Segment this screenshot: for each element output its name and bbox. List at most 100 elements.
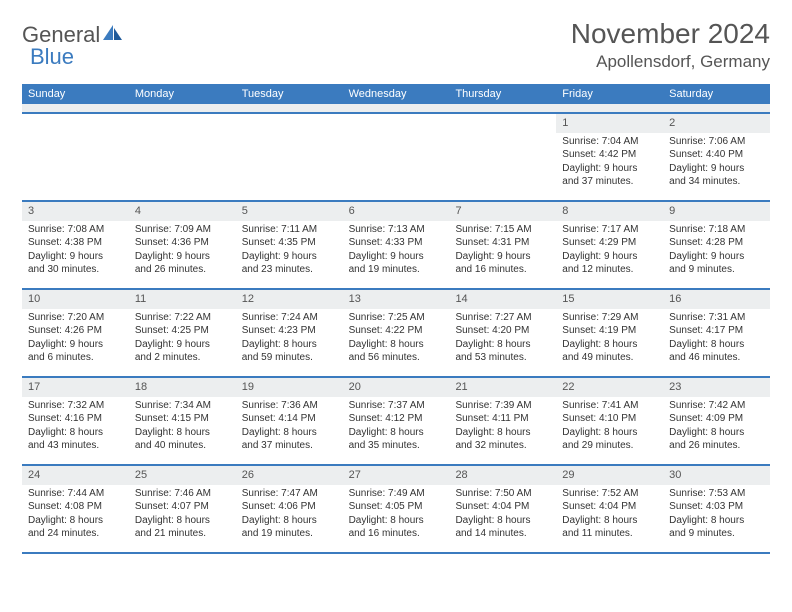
day-day2: and 46 minutes. [669, 351, 764, 365]
day-day2: and 12 minutes. [562, 263, 657, 277]
day-day1: Daylight: 9 hours [669, 162, 764, 176]
day-day2: and 16 minutes. [455, 263, 550, 277]
day-number: 5 [236, 202, 343, 221]
day-cell: 29Sunrise: 7:52 AMSunset: 4:04 PMDayligh… [556, 466, 663, 552]
day-sunrise: Sunrise: 7:06 AM [669, 135, 764, 149]
day-body: Sunrise: 7:37 AMSunset: 4:12 PMDaylight:… [343, 397, 450, 459]
day-sunset: Sunset: 4:20 PM [455, 324, 550, 338]
day-cell: 1Sunrise: 7:04 AMSunset: 4:42 PMDaylight… [556, 114, 663, 200]
day-body: Sunrise: 7:42 AMSunset: 4:09 PMDaylight:… [663, 397, 770, 459]
logo-text-blue-wrap: Blue [30, 44, 74, 70]
day-day2: and 9 minutes. [669, 527, 764, 541]
day-sunset: Sunset: 4:26 PM [28, 324, 123, 338]
day-body: Sunrise: 7:53 AMSunset: 4:03 PMDaylight:… [663, 485, 770, 547]
day-sunset: Sunset: 4:06 PM [242, 500, 337, 514]
day-body: Sunrise: 7:08 AMSunset: 4:38 PMDaylight:… [22, 221, 129, 283]
day-sunset: Sunset: 4:03 PM [669, 500, 764, 514]
day-day2: and 24 minutes. [28, 527, 123, 541]
empty-cell [236, 114, 343, 200]
day-sunset: Sunset: 4:04 PM [562, 500, 657, 514]
day-day2: and 26 minutes. [669, 439, 764, 453]
day-day1: Daylight: 8 hours [28, 426, 123, 440]
day-number: 20 [343, 378, 450, 397]
day-day1: Daylight: 8 hours [135, 426, 230, 440]
day-cell: 6Sunrise: 7:13 AMSunset: 4:33 PMDaylight… [343, 202, 450, 288]
day-cell: 4Sunrise: 7:09 AMSunset: 4:36 PMDaylight… [129, 202, 236, 288]
day-number: 7 [449, 202, 556, 221]
day-day1: Daylight: 8 hours [349, 514, 444, 528]
day-day2: and 40 minutes. [135, 439, 230, 453]
day-body: Sunrise: 7:47 AMSunset: 4:06 PMDaylight:… [236, 485, 343, 547]
day-number: 21 [449, 378, 556, 397]
day-day1: Daylight: 8 hours [562, 514, 657, 528]
dayname-monday: Monday [129, 84, 236, 104]
day-body: Sunrise: 7:27 AMSunset: 4:20 PMDaylight:… [449, 309, 556, 371]
week-row: 10Sunrise: 7:20 AMSunset: 4:26 PMDayligh… [22, 290, 770, 378]
day-cell: 14Sunrise: 7:27 AMSunset: 4:20 PMDayligh… [449, 290, 556, 376]
week-row: 1Sunrise: 7:04 AMSunset: 4:42 PMDaylight… [22, 114, 770, 202]
day-body: Sunrise: 7:32 AMSunset: 4:16 PMDaylight:… [22, 397, 129, 459]
day-number: 22 [556, 378, 663, 397]
day-body: Sunrise: 7:36 AMSunset: 4:14 PMDaylight:… [236, 397, 343, 459]
day-sunrise: Sunrise: 7:42 AM [669, 399, 764, 413]
day-day1: Daylight: 8 hours [242, 426, 337, 440]
day-day2: and 37 minutes. [562, 175, 657, 189]
day-number: 30 [663, 466, 770, 485]
location: Apollensdorf, Germany [571, 52, 770, 72]
day-day1: Daylight: 8 hours [562, 426, 657, 440]
day-day2: and 43 minutes. [28, 439, 123, 453]
day-cell: 19Sunrise: 7:36 AMSunset: 4:14 PMDayligh… [236, 378, 343, 464]
day-body: Sunrise: 7:50 AMSunset: 4:04 PMDaylight:… [449, 485, 556, 547]
day-day1: Daylight: 9 hours [28, 250, 123, 264]
day-day1: Daylight: 8 hours [349, 338, 444, 352]
day-cell: 26Sunrise: 7:47 AMSunset: 4:06 PMDayligh… [236, 466, 343, 552]
day-sunset: Sunset: 4:16 PM [28, 412, 123, 426]
day-day2: and 37 minutes. [242, 439, 337, 453]
day-cell: 17Sunrise: 7:32 AMSunset: 4:16 PMDayligh… [22, 378, 129, 464]
day-day2: and 23 minutes. [242, 263, 337, 277]
day-cell: 13Sunrise: 7:25 AMSunset: 4:22 PMDayligh… [343, 290, 450, 376]
day-body: Sunrise: 7:17 AMSunset: 4:29 PMDaylight:… [556, 221, 663, 283]
day-day2: and 34 minutes. [669, 175, 764, 189]
day-cell: 27Sunrise: 7:49 AMSunset: 4:05 PMDayligh… [343, 466, 450, 552]
logo-text-blue: Blue [30, 44, 74, 69]
empty-cell [22, 114, 129, 200]
day-cell: 15Sunrise: 7:29 AMSunset: 4:19 PMDayligh… [556, 290, 663, 376]
day-sunrise: Sunrise: 7:25 AM [349, 311, 444, 325]
day-sunset: Sunset: 4:15 PM [135, 412, 230, 426]
month-title: November 2024 [571, 18, 770, 50]
day-number: 27 [343, 466, 450, 485]
day-day1: Daylight: 8 hours [669, 514, 764, 528]
day-day2: and 30 minutes. [28, 263, 123, 277]
day-day1: Daylight: 8 hours [28, 514, 123, 528]
day-cell: 22Sunrise: 7:41 AMSunset: 4:10 PMDayligh… [556, 378, 663, 464]
day-sunrise: Sunrise: 7:09 AM [135, 223, 230, 237]
day-sunrise: Sunrise: 7:15 AM [455, 223, 550, 237]
day-body: Sunrise: 7:04 AMSunset: 4:42 PMDaylight:… [556, 133, 663, 195]
day-sunset: Sunset: 4:05 PM [349, 500, 444, 514]
day-number: 16 [663, 290, 770, 309]
day-cell: 11Sunrise: 7:22 AMSunset: 4:25 PMDayligh… [129, 290, 236, 376]
day-cell: 28Sunrise: 7:50 AMSunset: 4:04 PMDayligh… [449, 466, 556, 552]
dayname-friday: Friday [556, 84, 663, 104]
day-day1: Daylight: 9 hours [135, 338, 230, 352]
day-day1: Daylight: 9 hours [349, 250, 444, 264]
day-day2: and 56 minutes. [349, 351, 444, 365]
day-sunset: Sunset: 4:04 PM [455, 500, 550, 514]
day-body: Sunrise: 7:13 AMSunset: 4:33 PMDaylight:… [343, 221, 450, 283]
day-day1: Daylight: 8 hours [562, 338, 657, 352]
day-day2: and 9 minutes. [669, 263, 764, 277]
day-cell: 24Sunrise: 7:44 AMSunset: 4:08 PMDayligh… [22, 466, 129, 552]
day-number: 18 [129, 378, 236, 397]
day-day1: Daylight: 8 hours [455, 426, 550, 440]
day-day1: Daylight: 8 hours [349, 426, 444, 440]
day-sunset: Sunset: 4:42 PM [562, 148, 657, 162]
day-number: 28 [449, 466, 556, 485]
day-sunrise: Sunrise: 7:50 AM [455, 487, 550, 501]
day-sunset: Sunset: 4:31 PM [455, 236, 550, 250]
day-sunrise: Sunrise: 7:31 AM [669, 311, 764, 325]
day-sunrise: Sunrise: 7:29 AM [562, 311, 657, 325]
dayname-wednesday: Wednesday [343, 84, 450, 104]
day-body: Sunrise: 7:52 AMSunset: 4:04 PMDaylight:… [556, 485, 663, 547]
day-body: Sunrise: 7:15 AMSunset: 4:31 PMDaylight:… [449, 221, 556, 283]
